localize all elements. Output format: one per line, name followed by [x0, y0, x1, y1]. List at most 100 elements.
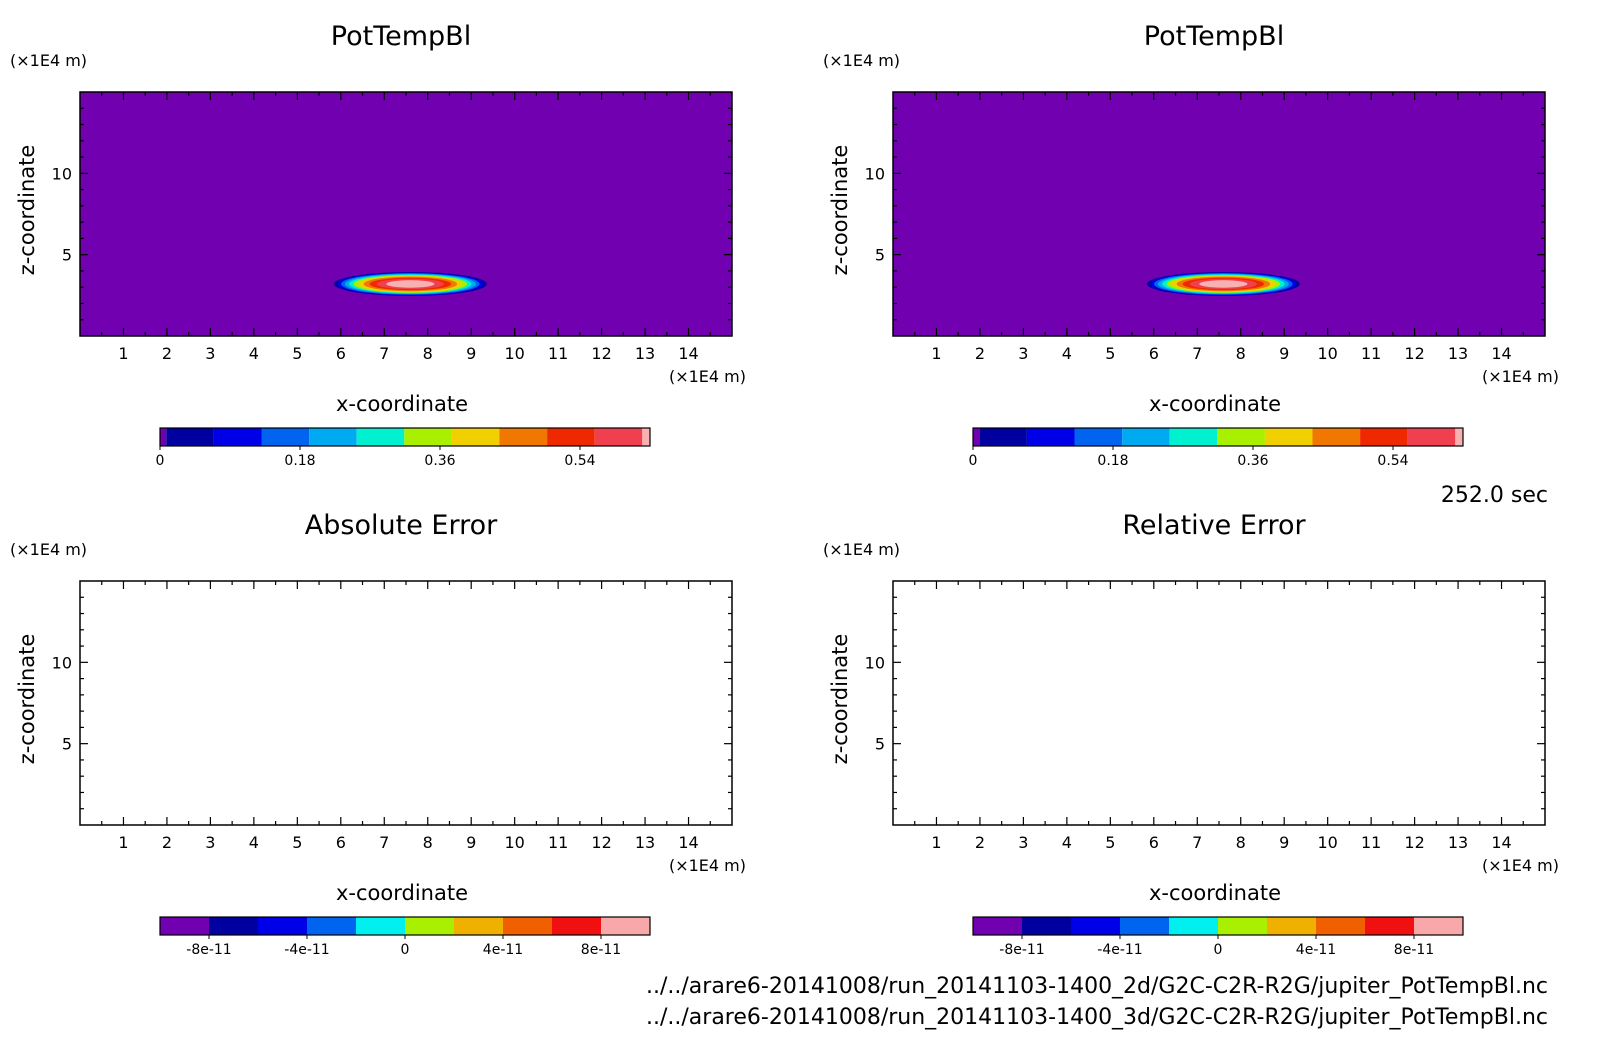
y-tick-label: 5 [875, 735, 885, 754]
x-tick-label: 3 [205, 344, 215, 363]
x-tick-label: 4 [1062, 344, 1072, 363]
x-tick-label: 7 [1192, 833, 1202, 852]
x-tick-label: 13 [635, 833, 655, 852]
field-background [893, 92, 1545, 336]
x-tick-label: 14 [678, 833, 698, 852]
x-tick-label: 14 [1491, 344, 1511, 363]
field-stripe [893, 143, 1545, 149]
colorbar-segment [404, 428, 452, 446]
field-wisp [695, 306, 732, 310]
x-tick-label: 9 [1279, 833, 1289, 852]
x-tick-label: 3 [205, 833, 215, 852]
x-tick-label: 10 [504, 833, 524, 852]
footer-file-2: ../../arare6-20141008/run_20141103-1400_… [646, 1005, 1548, 1030]
x-unit-label: (×1E4 m) [669, 367, 746, 386]
field-stripe [80, 234, 732, 240]
x-tick-label: 2 [162, 833, 172, 852]
field-wisp [893, 281, 921, 284]
colorbar-tick-label: 0.54 [564, 453, 595, 469]
colorbar-segment [258, 917, 307, 935]
panel-title: PotTempBl [331, 21, 471, 52]
panel-3: Absolute Error(×1E4 m)1 2 3 4 5 6 7 8 9 10 11 12 13 1… [10, 510, 746, 958]
x-tick-label: 8 [1236, 833, 1246, 852]
x-axis-label: x-coordinate [336, 881, 468, 905]
colorbar-segment [1455, 428, 1463, 446]
y-tick-label: 5 [62, 246, 72, 265]
x-tick-label: 5 [1105, 344, 1115, 363]
field-stripe [893, 243, 1545, 249]
x-tick-label: 8 [423, 344, 433, 363]
colorbar: 0 0.18 0.36 0.54 [156, 427, 651, 469]
x-tick-label: 14 [1491, 833, 1511, 852]
colorbar-segment [1414, 917, 1463, 935]
field-stripe [80, 131, 732, 136]
colorbar-segment [160, 428, 167, 446]
colorbar-segment [1122, 428, 1170, 446]
x-tick-label: 6 [1149, 344, 1159, 363]
y-tick-label: 10 [52, 164, 72, 183]
x-unit-label: (×1E4 m) [1482, 856, 1559, 875]
colorbar-frame [159, 427, 651, 447]
field-dome [288, 105, 533, 125]
colorbar-tick-label: 0 [156, 453, 165, 469]
x-tick-label: 5 [1105, 833, 1115, 852]
field-dome [1101, 105, 1346, 125]
colorbar-segment [1312, 428, 1361, 446]
colorbar-segment [261, 428, 310, 446]
panel-title: PotTempBl [1144, 21, 1284, 52]
colorbar-tick-label: 0.36 [1237, 453, 1268, 469]
colorbar-segment [1217, 428, 1265, 446]
colorbar-segment [601, 917, 650, 935]
bubble-level [386, 280, 435, 288]
colorbar-segment [1365, 917, 1414, 935]
colorbar-tick-label: -4e-11 [1097, 942, 1142, 958]
x-tick-label: 7 [379, 344, 389, 363]
colorbar-segment [973, 917, 1022, 935]
colorbar-tick-label: -8e-11 [999, 942, 1044, 958]
x-tick-label: 6 [336, 344, 346, 363]
y-axis-label: z-coordinate [15, 634, 39, 765]
field-stripe [893, 234, 1545, 240]
y-axis-label: z-coordinate [828, 634, 852, 765]
x-tick-label: 1 [118, 833, 128, 852]
panel-title: Absolute Error [305, 510, 498, 541]
x-axis-label: x-coordinate [336, 392, 468, 416]
x-tick-label: 7 [1192, 344, 1202, 363]
x-tick-label: 7 [379, 833, 389, 852]
field-wisp [80, 318, 121, 323]
panel-4: Relative Error(×1E4 m)1 2 3 4 5 6 7 8 9 10 11 12 13 1… [823, 510, 1559, 958]
x-tick-label: 2 [975, 344, 985, 363]
colorbar-tick-label: 0.18 [1097, 453, 1128, 469]
colorbar-segment [213, 428, 262, 446]
colorbar-tick-label: 0.36 [424, 453, 455, 469]
x-tick-label: 12 [591, 833, 611, 852]
x-unit-label: (×1E4 m) [1482, 367, 1559, 386]
y-axis-label: z-coordinate [15, 145, 39, 276]
field-background [80, 92, 732, 336]
colorbar-segment [454, 917, 503, 935]
field-stripe [80, 243, 732, 249]
y-tick-label: 10 [52, 653, 72, 672]
x-tick-label: 13 [635, 344, 655, 363]
x-tick-label: 4 [249, 833, 259, 852]
y-axis-label: z-coordinate [828, 145, 852, 276]
colorbar-segment [1218, 917, 1267, 935]
x-tick-label: 13 [1448, 833, 1468, 852]
colorbar-segment [307, 917, 356, 935]
field-wisp [80, 306, 117, 310]
colorbar-segment [1316, 917, 1365, 935]
colorbar-segment [356, 917, 405, 935]
x-tick-label: 10 [1317, 833, 1337, 852]
x-tick-label: 1 [118, 344, 128, 363]
colorbar-segment [1169, 428, 1218, 446]
y-tick-label: 10 [865, 164, 885, 183]
x-tick-label: 3 [1018, 833, 1028, 852]
field-wisp [699, 281, 732, 284]
colorbar-segment [547, 428, 595, 446]
x-tick-label: 9 [1279, 344, 1289, 363]
x-tick-label: 6 [336, 833, 346, 852]
y-unit-label: (×1E4 m) [10, 540, 87, 559]
x-tick-label: 11 [1361, 344, 1381, 363]
panel-1: PotTempBl(×1E4 m)1 2 3 4 5 6 7 8 9 10 11 12 13 14510(… [10, 21, 746, 469]
x-tick-label: 8 [1236, 344, 1246, 363]
